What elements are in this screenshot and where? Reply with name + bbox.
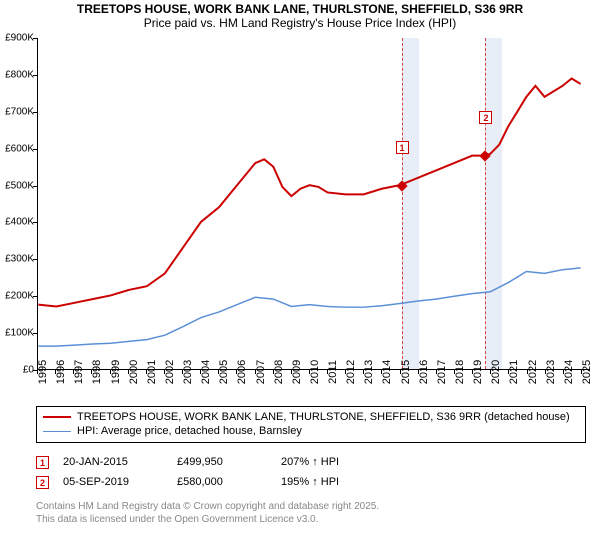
legend-item: HPI: Average price, detached house, Barn…	[43, 424, 579, 438]
legend-label: TREETOPS HOUSE, WORK BANK LANE, THURLSTO…	[77, 410, 570, 424]
x-tick-label: 2011	[327, 360, 339, 384]
legend-swatch	[43, 431, 71, 432]
x-tick-label: 2006	[236, 360, 248, 384]
x-tick-label: 2013	[363, 360, 375, 384]
y-tick-label: £500K	[5, 180, 34, 191]
x-tick-label: 1995	[37, 360, 49, 384]
price-marker-label: 1	[396, 141, 409, 154]
marker-row-price: £499,950	[177, 456, 267, 468]
series-line	[38, 78, 580, 306]
footer-line-2: This data is licensed under the Open Gov…	[36, 513, 592, 526]
series-line	[38, 268, 580, 346]
x-tick-label: 2019	[472, 360, 484, 384]
x-tick-label: 2023	[545, 360, 557, 384]
y-tick-label: £400K	[5, 217, 34, 228]
y-tick-label: £200K	[5, 291, 34, 302]
chart-title: TREETOPS HOUSE, WORK BANK LANE, THURLSTO…	[0, 0, 600, 16]
marker-row-id: 1	[36, 456, 49, 469]
chart-container: TREETOPS HOUSE, WORK BANK LANE, THURLSTO…	[0, 0, 600, 560]
legend-swatch	[43, 416, 71, 418]
x-tick-label: 2010	[309, 360, 321, 384]
x-tick-label: 2024	[563, 360, 575, 384]
legend: TREETOPS HOUSE, WORK BANK LANE, THURLSTO…	[36, 406, 586, 443]
x-tick-label: 2008	[273, 360, 285, 384]
y-tick-label: £700K	[5, 106, 34, 117]
y-tick-label: £800K	[5, 69, 34, 80]
x-tick-label: 2014	[381, 360, 393, 384]
x-tick-label: 2003	[182, 360, 194, 384]
x-tick-label: 2012	[345, 360, 357, 384]
footer: Contains HM Land Registry data © Crown c…	[36, 500, 592, 526]
x-tick-label: 2009	[291, 360, 303, 384]
marker-row-pct: 207% ↑ HPI	[281, 456, 371, 468]
x-tick-label: 2015	[400, 360, 412, 384]
x-tick-label: 2020	[490, 360, 502, 384]
y-tick-label: £300K	[5, 254, 34, 265]
x-tick-label: 1999	[110, 360, 122, 384]
chart-subtitle: Price paid vs. HM Land Registry's House …	[0, 16, 600, 32]
x-tick-label: 2022	[527, 360, 539, 384]
marker-row-pct: 195% ↑ HPI	[281, 476, 371, 488]
marker-row: 2 05-SEP-2019 £580,000 195% ↑ HPI	[36, 472, 371, 492]
x-tick-label: 2007	[255, 360, 267, 384]
x-tick-label: 2017	[436, 360, 448, 384]
x-tick-label: 2005	[218, 360, 230, 384]
x-tick-label: 2000	[128, 360, 140, 384]
x-tick-label: 2016	[418, 360, 430, 384]
marker-row-id: 2	[36, 476, 49, 489]
x-tick-label: 2021	[508, 360, 520, 384]
marker-row: 1 20-JAN-2015 £499,950 207% ↑ HPI	[36, 452, 371, 472]
x-tick-label: 2018	[454, 360, 466, 384]
x-tick-label: 2002	[164, 360, 176, 384]
chart-area: 12 £0£100K£200K£300K£400K£500K£600K£700K…	[22, 38, 590, 400]
legend-item: TREETOPS HOUSE, WORK BANK LANE, THURLSTO…	[43, 410, 579, 424]
marker-row-price: £580,000	[177, 476, 267, 488]
price-marker-label: 2	[479, 111, 492, 124]
plot-area: 12	[37, 38, 590, 370]
x-tick-label: 2004	[200, 360, 212, 384]
line-series-svg	[38, 38, 590, 369]
x-tick-label: 1997	[73, 360, 85, 384]
marker-table: 1 20-JAN-2015 £499,950 207% ↑ HPI 2 05-SEP-20…	[36, 452, 371, 492]
x-tick-label: 1998	[91, 360, 103, 384]
y-tick-label: £600K	[5, 143, 34, 154]
footer-line-1: Contains HM Land Registry data © Crown c…	[36, 500, 592, 513]
marker-row-date: 20-JAN-2015	[63, 456, 163, 468]
x-tick-label: 2001	[146, 360, 158, 384]
marker-row-date: 05-SEP-2019	[63, 476, 163, 488]
y-tick-label: £900K	[5, 33, 34, 44]
y-tick-label: £100K	[5, 328, 34, 339]
legend-label: HPI: Average price, detached house, Barn…	[77, 424, 302, 438]
x-tick-label: 2025	[581, 360, 593, 384]
x-tick-label: 1996	[55, 360, 67, 384]
